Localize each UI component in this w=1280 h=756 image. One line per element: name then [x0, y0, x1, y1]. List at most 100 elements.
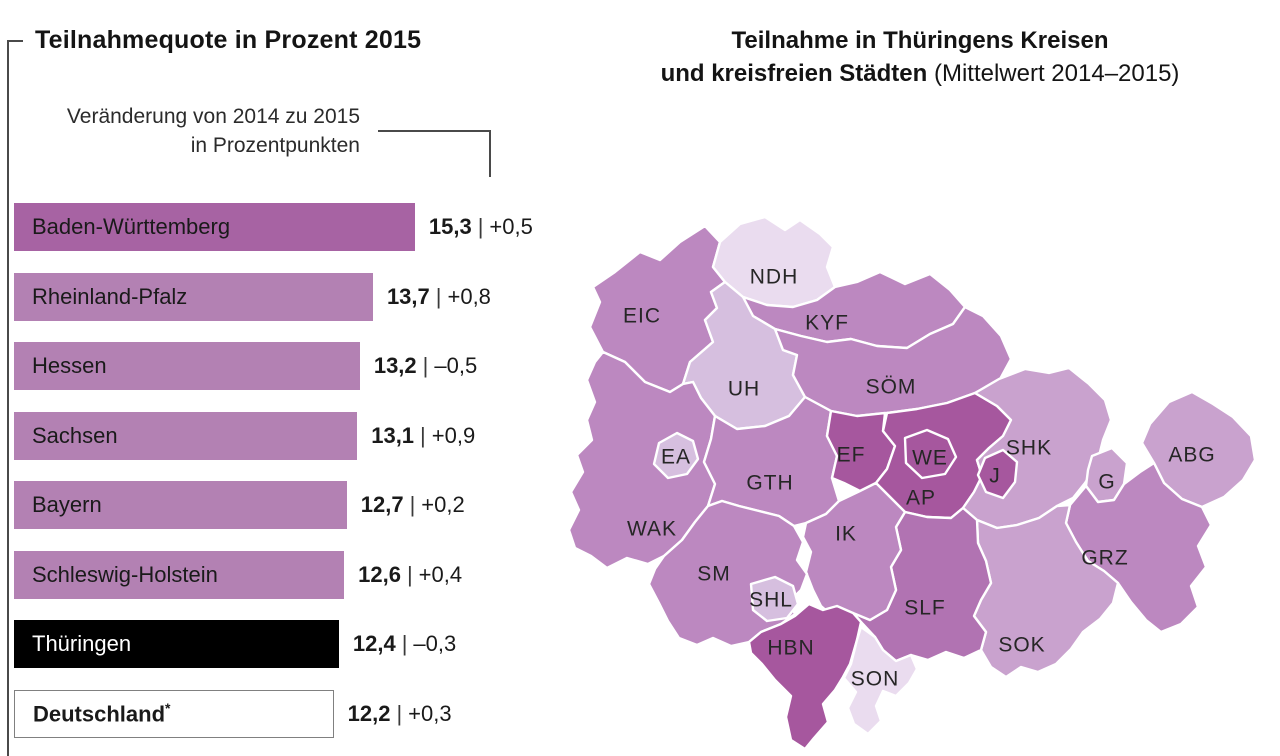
annotation-bracket-line — [378, 130, 491, 177]
bar-label: Rheinland-Pfalz — [32, 283, 188, 309]
bar: Thüringen — [14, 620, 339, 668]
value-separator: | — [435, 283, 442, 309]
bar-value-number: 13,2 — [373, 353, 417, 378]
map-label-ndh: NDH — [750, 266, 799, 289]
bar-change: –0,5 — [434, 353, 478, 378]
bar-value: 12,6 | +0,4 — [358, 562, 462, 588]
y-axis-line — [7, 40, 9, 756]
bar-chart-title: Teilnahmequote in Prozent 2015 — [35, 26, 422, 54]
bar-value: 12,2 | +0,3 — [348, 701, 452, 727]
map-label-shk: SHK — [1006, 437, 1052, 460]
map-label-wak: WAK — [627, 518, 677, 541]
bar: Bayern — [14, 481, 347, 529]
bar-value-number: 12,6 — [358, 561, 401, 587]
map-label-hbn: HBN — [767, 637, 814, 660]
map-region-son — [842, 625, 919, 736]
map-label-söm: SÖM — [866, 376, 917, 399]
change-annotation-line1: Veränderung von 2014 zu 2015 — [66, 105, 360, 128]
bar-value-number: 12,2 — [347, 700, 391, 726]
bar-value-number: 13,7 — [386, 283, 430, 309]
bar-value: 12,4 | –0,3 — [353, 631, 456, 657]
map-region-hbn — [747, 602, 863, 751]
bar-change: +0,8 — [447, 283, 491, 309]
value-separator: | — [422, 353, 429, 378]
map-title: Teilnahme in Thüringens Kreisen und krei… — [560, 24, 1280, 90]
map-label-sok: SOK — [998, 634, 1045, 657]
asterisk: * — [165, 699, 171, 716]
bar-label: Sachsen — [32, 422, 118, 448]
bar-label: Thüringen — [32, 631, 132, 656]
map-label-ap: AP — [906, 487, 936, 510]
value-separator: | — [401, 631, 408, 656]
map-label-grz: GRZ — [1081, 547, 1128, 570]
bar-change: +0,5 — [489, 214, 533, 239]
bar-row: Rheinland-Pfalz 13,7 | +0,8 — [14, 272, 560, 321]
bar-value: 13,2 | –0,5 — [374, 353, 477, 379]
map-label-g: G — [1098, 471, 1115, 494]
map-region-shl — [749, 575, 800, 623]
bar-change: +0,4 — [418, 561, 463, 587]
bar-row: Thüringen 12,4 | –0,3 — [14, 620, 560, 668]
bar-value: 12,7 | +0,2 — [361, 492, 465, 518]
value-separator: | — [477, 214, 484, 239]
map-region-ik — [801, 481, 907, 622]
map-panel: Teilnahme in Thüringens Kreisen und krei… — [560, 0, 1280, 756]
map-region-we — [903, 428, 958, 480]
map-label-j: J — [989, 465, 1001, 488]
bar-value: 13,7 | +0,8 — [387, 284, 491, 310]
bar-change: +0,2 — [421, 492, 465, 517]
value-separator: | — [409, 492, 416, 517]
bar: Deutschland* — [14, 689, 334, 738]
value-separator: | — [396, 700, 403, 726]
map-label-ik: IK — [835, 523, 857, 546]
map-title-line2: und kreisfreien Städten (Mittelwert 2014… — [560, 57, 1280, 90]
bar-label: Hessen — [32, 353, 107, 378]
map-title-line1: Teilnahme in Thüringens Kreisen — [731, 27, 1109, 54]
thuringia-map: EIC NDH KYF UH SÖM WAK GTH EF AP SHK ABG G GRZ SOK SLF… — [567, 215, 1257, 751]
bar-row: Deutschland* 12,2 | +0,3 — [14, 689, 560, 738]
bar-label: Schleswig-Holstein — [32, 561, 218, 587]
bar-row: Bayern 12,7 | +0,2 — [14, 481, 560, 529]
map-label-shl: SHL — [749, 589, 793, 612]
map-label-slf: SLF — [904, 597, 946, 620]
map-label-son: SON — [851, 668, 900, 691]
bar-label: Deutschland* — [33, 699, 171, 727]
bar-value-number: 12,7 — [360, 492, 404, 517]
bar-row: Schleswig-Holstein 12,6 | +0,4 — [14, 550, 560, 599]
bar-value: 15,3 | +0,5 — [429, 214, 533, 240]
map-region-ea — [652, 431, 700, 480]
map-label-ea: EA — [661, 446, 691, 469]
bar-row: Hessen 13,2 | –0,5 — [14, 342, 560, 390]
bar: Hessen — [14, 342, 360, 390]
value-separator: | — [420, 422, 426, 448]
bar-value: 13,1 | +0,9 — [371, 423, 475, 449]
map-label-uh: UH — [728, 378, 760, 401]
map-region-wak — [567, 350, 717, 570]
map-label-ef: EF — [837, 444, 866, 467]
bar-change: +0,9 — [431, 422, 476, 448]
bar: Rheinland-Pfalz — [14, 272, 373, 321]
bar-row: Baden-Württemberg 15,3 | +0,5 — [14, 203, 560, 251]
map-label-kyf: KYF — [805, 312, 849, 335]
map-label-eic: EIC — [623, 305, 661, 328]
bar-value-number: 15,3 — [428, 214, 472, 239]
bar: Sachsen — [14, 411, 358, 460]
bar-change: +0,3 — [408, 700, 452, 726]
map-title-line2-regular: (Mittelwert 2014–2015) — [927, 60, 1180, 87]
bar-label: Bayern — [32, 492, 102, 517]
bars-container: Baden-Württemberg 15,3 | +0,5 Rheinland-Pfal… — [14, 203, 560, 756]
value-separator: | — [406, 561, 413, 587]
map-label-abg: ABG — [1168, 444, 1215, 467]
map-label-we: WE — [912, 447, 948, 470]
map-label-gth: GTH — [746, 472, 793, 495]
bar-row: Sachsen 13,1 | +0,9 — [14, 411, 560, 460]
bar-label: Baden-Württemberg — [32, 214, 231, 239]
map-label-sm: SM — [697, 563, 731, 586]
map-title-line2-bold: und kreisfreien Städten — [660, 60, 928, 87]
y-axis-top-tick — [7, 40, 23, 42]
bar-value-number: 12,4 — [352, 631, 396, 656]
bar: Baden-Württemberg — [14, 203, 415, 251]
bar-change: –0,3 — [413, 631, 457, 656]
bar-value-number: 13,1 — [371, 422, 415, 448]
